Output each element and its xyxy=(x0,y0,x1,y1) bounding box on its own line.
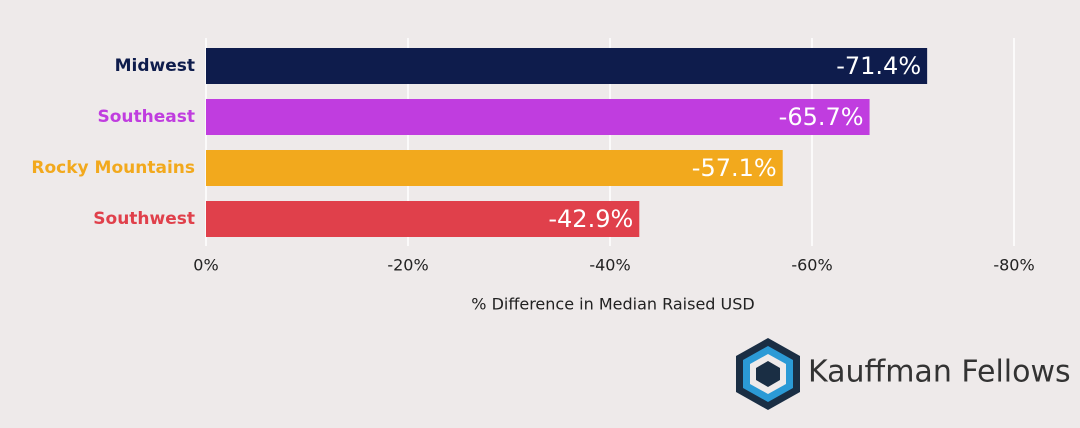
logo-text: Kauffman Fellows xyxy=(808,355,1071,390)
x-tick-label: -20% xyxy=(387,256,428,275)
x-tick-label: -80% xyxy=(993,256,1034,275)
bar xyxy=(206,48,928,84)
value-label: -57.1% xyxy=(692,154,777,182)
y-tick-label: Southeast xyxy=(97,107,195,127)
y-tick-label: Rocky Mountains xyxy=(31,158,195,178)
bar xyxy=(206,150,783,186)
x-tick-label: -40% xyxy=(589,256,630,275)
value-label: -71.4% xyxy=(836,52,921,80)
value-label: -65.7% xyxy=(779,103,864,131)
x-tick-label: 0% xyxy=(193,256,218,275)
y-tick-label: Midwest xyxy=(115,56,195,76)
bar xyxy=(206,201,640,237)
logo-icon xyxy=(736,338,800,410)
x-axis-label: % Difference in Median Raised USD xyxy=(471,295,754,314)
bar xyxy=(206,99,870,135)
value-label: -42.9% xyxy=(548,205,633,233)
y-tick-label: Southwest xyxy=(93,209,195,229)
x-tick-label: -60% xyxy=(791,256,832,275)
